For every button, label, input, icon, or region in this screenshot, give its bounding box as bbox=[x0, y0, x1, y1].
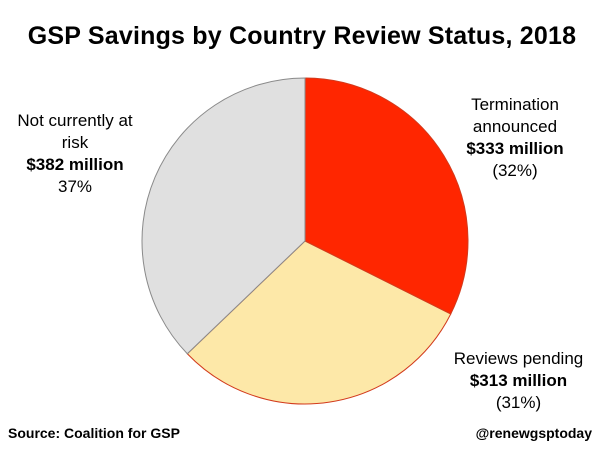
slice-name-line: announced bbox=[472, 117, 558, 136]
slice-amount: $313 million bbox=[469, 371, 568, 390]
slice-label-not-at-risk: Not currently at risk $382 million 37% bbox=[0, 110, 150, 198]
slice-name-line: Not currently at bbox=[17, 111, 133, 130]
slice-name-line: Termination bbox=[471, 95, 559, 114]
slice-percent: (32%) bbox=[492, 161, 538, 180]
pie-slice-reviews bbox=[186, 240, 452, 405]
slice-label-termination: Termination announced $333 million (32%) bbox=[440, 94, 590, 182]
slice-amount: $333 million bbox=[466, 139, 564, 158]
pie-slice-not-at-risk bbox=[141, 77, 306, 355]
slice-percent: (31%) bbox=[495, 393, 542, 412]
social-handle: @renewgsptoday bbox=[475, 425, 592, 441]
slice-label-reviews: Reviews pending $313 million (31%) bbox=[436, 348, 601, 414]
slice-amount: $382 million bbox=[26, 155, 124, 174]
source-note: Source: Coalition for GSP bbox=[8, 425, 180, 441]
slice-name-line: risk bbox=[61, 133, 89, 152]
slice-name-line: Reviews pending bbox=[453, 349, 584, 368]
chart-title: GSP Savings by Country Review Status, 20… bbox=[27, 22, 577, 50]
pie-slice-termination bbox=[304, 77, 469, 315]
slice-percent: 37% bbox=[57, 177, 93, 196]
